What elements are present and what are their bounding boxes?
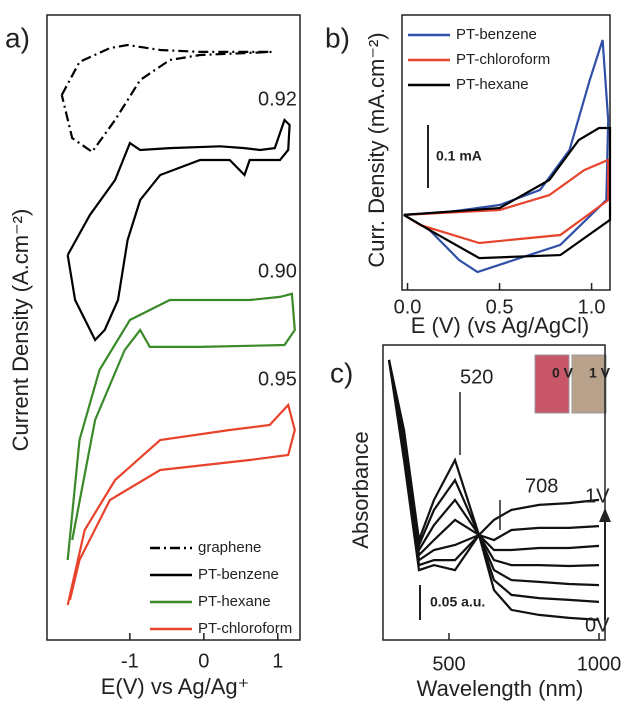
x-tick-label: 0.0 (394, 296, 422, 318)
annotation: 1 V (589, 365, 611, 381)
panel-label: b) (325, 22, 350, 53)
annotation: 0.05 a.u. (430, 594, 485, 610)
annotation: 0.95 (258, 368, 297, 390)
data-line (403, 126, 612, 260)
legend-label: PT-benzene (456, 26, 537, 43)
photo-vial (571, 354, 607, 414)
annotation: 0 V (552, 365, 574, 381)
legend-label: PT-chloroform (198, 620, 292, 637)
legend-label: PT-benzene (198, 566, 279, 583)
annotation: 0.90 (258, 260, 297, 282)
panel-label: a) (5, 22, 30, 53)
x-tick-label: -1 (121, 650, 139, 672)
data-line (387, 359, 600, 572)
plot-frame (46, 14, 301, 641)
y-axis-label: Absorbance (348, 431, 373, 548)
annotation: 1V (585, 485, 610, 507)
annotation: 0V (585, 614, 610, 636)
y-axis-label: Curr. Density (mA.cm⁻²) (364, 32, 389, 267)
y-axis-label: Current Density (A.cm⁻²) (8, 209, 33, 452)
data-line (66, 117, 291, 342)
annotation: 0.1 mA (436, 148, 482, 164)
x-tick-label: 1.0 (578, 296, 606, 318)
legend-label: PT-hexane (198, 593, 271, 610)
panel-label: c) (330, 357, 353, 388)
x-tick-label: 0.5 (486, 296, 514, 318)
x-axis-label: E (V) (vs Ag/AgCl) (411, 313, 589, 338)
x-axis-label: E(V) vs Ag/Ag⁺ (101, 674, 250, 699)
data-line (66, 292, 296, 561)
arrow-head (599, 508, 611, 522)
data-line (60, 43, 272, 154)
data-line (66, 402, 296, 606)
annotation: 708 (525, 475, 558, 497)
legend-label: graphene (198, 539, 261, 556)
data-line (403, 158, 610, 245)
x-tick-label: 0 (198, 650, 209, 672)
plot-frame (382, 344, 606, 641)
x-axis-label: Wavelength (nm) (417, 676, 584, 701)
annotation: 520 (460, 366, 493, 388)
x-tick-label: 500 (432, 653, 465, 675)
annotation: 0.92 (258, 88, 297, 110)
legend-label: PT-hexane (456, 76, 529, 93)
x-tick-label: 1 (272, 650, 283, 672)
photo-vial (534, 354, 570, 414)
x-tick-label: 1000 (577, 653, 622, 675)
legend-label: PT-chloroform (456, 51, 550, 68)
